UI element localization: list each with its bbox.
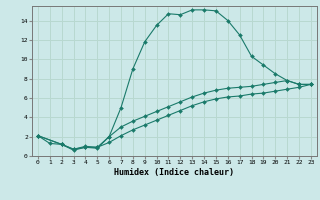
X-axis label: Humidex (Indice chaleur): Humidex (Indice chaleur) (115, 168, 234, 177)
